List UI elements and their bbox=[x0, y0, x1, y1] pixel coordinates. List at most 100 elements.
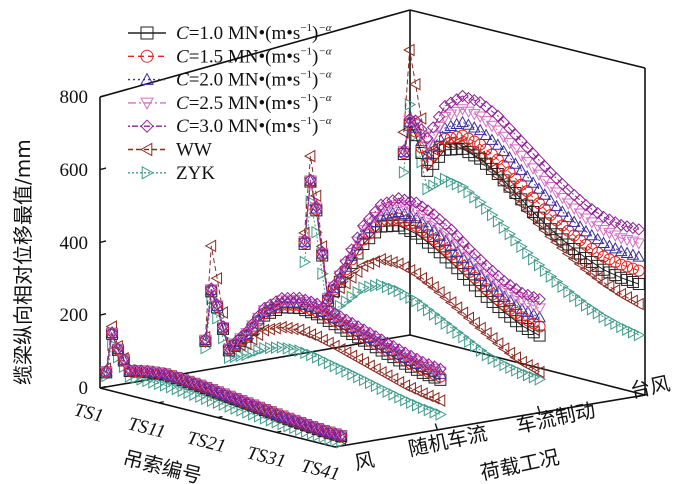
data-point bbox=[614, 244, 628, 257]
data-point bbox=[533, 365, 545, 379]
data-point bbox=[105, 328, 119, 340]
data-point bbox=[374, 198, 388, 211]
data-point bbox=[445, 239, 458, 252]
series-line bbox=[304, 180, 540, 309]
data-point bbox=[462, 311, 474, 325]
series-line bbox=[304, 179, 540, 300]
data-point bbox=[426, 121, 440, 134]
data-point bbox=[467, 109, 481, 121]
data-point bbox=[438, 112, 452, 124]
data-point bbox=[363, 326, 377, 340]
data-point bbox=[327, 278, 341, 292]
data-point bbox=[392, 375, 405, 389]
data-point bbox=[253, 344, 265, 357]
data-point bbox=[229, 392, 242, 405]
data-point bbox=[394, 390, 406, 404]
data-point bbox=[275, 291, 288, 305]
data-point bbox=[521, 298, 535, 310]
data-point bbox=[485, 133, 499, 145]
data-point bbox=[303, 149, 316, 163]
data-point bbox=[598, 310, 611, 324]
data-point bbox=[375, 333, 388, 346]
data-point bbox=[579, 262, 591, 276]
data-point bbox=[392, 205, 405, 217]
row-0 bbox=[99, 320, 348, 449]
series-line bbox=[304, 156, 540, 373]
data-point bbox=[415, 271, 427, 285]
data-point bbox=[117, 353, 131, 366]
data-point bbox=[282, 342, 295, 355]
data-point bbox=[223, 389, 236, 403]
data-point bbox=[567, 215, 581, 227]
data-point bbox=[428, 308, 441, 321]
x-tick-label: TS21 bbox=[185, 427, 228, 457]
data-point bbox=[597, 276, 609, 289]
data-point bbox=[626, 248, 640, 260]
data-point bbox=[340, 295, 353, 308]
series-line bbox=[403, 108, 639, 244]
data-point bbox=[532, 217, 544, 231]
data-point bbox=[597, 225, 610, 237]
data-point bbox=[514, 163, 528, 176]
data-point bbox=[217, 387, 230, 401]
data-point bbox=[240, 325, 253, 339]
data-point bbox=[579, 213, 593, 225]
x-tick bbox=[99, 386, 106, 389]
data-point bbox=[247, 346, 259, 360]
data-point bbox=[456, 115, 469, 128]
row-1 bbox=[198, 239, 447, 421]
data-point bbox=[450, 301, 463, 314]
data-point bbox=[504, 227, 517, 241]
data-point bbox=[415, 215, 429, 228]
legend-item: C=2.0 MN•(m•s−1)−α bbox=[128, 69, 332, 91]
data-point bbox=[450, 106, 464, 119]
data-point bbox=[435, 408, 447, 421]
data-point bbox=[569, 289, 581, 303]
data-point bbox=[222, 343, 236, 356]
data-point bbox=[585, 228, 599, 241]
data-point bbox=[252, 309, 265, 323]
data-point bbox=[522, 368, 535, 382]
data-point bbox=[376, 382, 389, 396]
data-point bbox=[573, 193, 587, 207]
data-point bbox=[451, 177, 464, 191]
legend-marker-triangle-left-icon bbox=[139, 142, 153, 157]
data-point bbox=[481, 202, 493, 216]
data-point bbox=[444, 119, 458, 131]
data-point bbox=[375, 366, 387, 379]
data-point bbox=[438, 99, 452, 113]
data-point bbox=[498, 283, 511, 296]
data-point bbox=[480, 259, 493, 273]
data-point bbox=[470, 339, 482, 353]
data-point bbox=[510, 307, 523, 320]
y-tick-label: 0 bbox=[79, 378, 89, 399]
data-point bbox=[491, 337, 504, 350]
data-point bbox=[363, 212, 376, 225]
data-point bbox=[509, 157, 522, 169]
data-point bbox=[403, 264, 416, 277]
data-point bbox=[323, 356, 336, 370]
data-point bbox=[620, 246, 634, 258]
data-point bbox=[608, 283, 621, 297]
data-point bbox=[446, 321, 459, 335]
data-point bbox=[359, 373, 371, 387]
data-point bbox=[632, 223, 646, 236]
data-point bbox=[527, 362, 539, 376]
z-axis-label: 荷载工况 bbox=[478, 445, 561, 484]
data-point bbox=[456, 251, 470, 264]
data-point bbox=[480, 275, 494, 287]
data-point bbox=[246, 321, 259, 334]
data-point bbox=[387, 344, 400, 357]
data-point bbox=[357, 323, 371, 336]
data-point bbox=[357, 219, 370, 233]
series-line bbox=[204, 289, 441, 375]
data-point bbox=[240, 396, 254, 409]
data-point bbox=[620, 234, 634, 247]
data-point bbox=[622, 323, 634, 336]
data-point bbox=[345, 243, 358, 256]
data-point bbox=[515, 302, 529, 315]
x-tick bbox=[158, 401, 164, 404]
data-point bbox=[369, 330, 382, 343]
legend-marker-triangle-right-icon bbox=[141, 165, 155, 180]
